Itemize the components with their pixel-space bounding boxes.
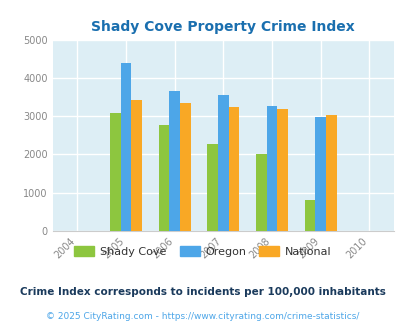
Bar	[109, 114, 120, 231]
Bar	[131, 100, 142, 231]
Legend: Shady Cove, Oregon, National: Shady Cove, Oregon, National	[70, 242, 335, 261]
Bar	[277, 109, 288, 231]
Bar	[266, 106, 277, 231]
Title: Shady Cove Property Crime Index: Shady Cove Property Crime Index	[91, 20, 354, 34]
Bar	[315, 117, 325, 231]
Bar	[217, 95, 228, 231]
Bar	[120, 63, 131, 231]
Bar	[304, 200, 315, 231]
Text: Crime Index corresponds to incidents per 100,000 inhabitants: Crime Index corresponds to incidents per…	[20, 287, 385, 297]
Bar	[228, 107, 239, 231]
Bar	[325, 115, 336, 231]
Bar	[179, 103, 190, 231]
Bar	[158, 125, 169, 231]
Bar	[207, 145, 217, 231]
Text: © 2025 CityRating.com - https://www.cityrating.com/crime-statistics/: © 2025 CityRating.com - https://www.city…	[46, 312, 359, 321]
Bar	[169, 91, 179, 231]
Bar	[255, 154, 266, 231]
